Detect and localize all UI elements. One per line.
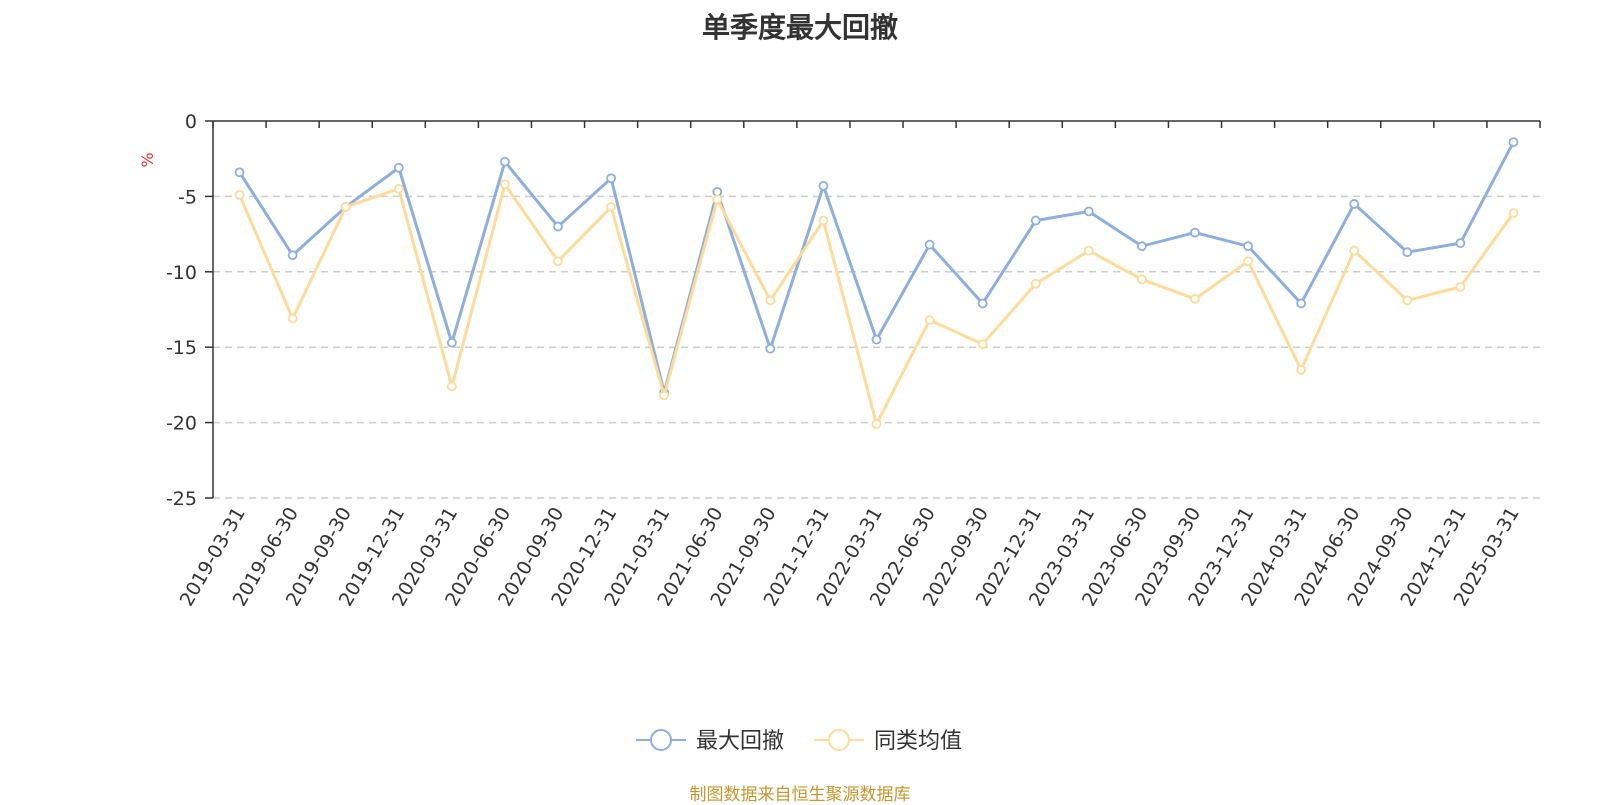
data-point [1508,208,1519,218]
data-point [553,221,563,232]
data-point [1030,278,1041,289]
data-point [924,239,935,250]
data-point [765,295,776,306]
data-point [1296,364,1307,375]
data-point [871,419,882,430]
data-point [977,298,988,309]
data-point [765,343,776,354]
y-tick-label: -25 [166,488,197,510]
chart-title: 单季度最大回撤 [701,11,898,44]
data-point [446,381,457,392]
data-point [446,337,457,348]
data-point [1455,281,1466,292]
data-point [871,334,882,345]
data-point [1190,227,1200,238]
data-point [659,390,670,401]
data-point [1137,274,1147,285]
data-point [1402,247,1413,258]
data-point [1083,206,1094,217]
data-point [500,156,510,167]
data-point [287,250,298,261]
legend-swatch-marker [650,729,672,751]
source-note: 制图数据来自恒生聚源数据库 [689,785,911,805]
legend-swatch-marker [828,729,850,751]
series-1 [234,179,1519,430]
data-point [393,183,404,194]
data-point [287,313,298,324]
data-point [393,162,404,173]
data-point [606,173,616,184]
data-point [1455,238,1466,249]
data-point [1083,245,1094,256]
data-point [1349,199,1360,209]
y-tick-label: -20 [166,413,197,435]
y-tick-label: -15 [166,337,197,359]
data-point [340,202,351,212]
data-point [1190,294,1200,304]
data-point [553,256,563,267]
data-point [1030,215,1041,226]
data-point [1296,298,1307,309]
data-point [924,315,935,325]
legend-item[interactable]: 同类均值 [814,729,962,754]
series-line [238,141,1515,394]
data-point [1349,245,1360,256]
data-point [1243,241,1253,252]
y-tick-label: -5 [178,186,197,208]
legend-label: 同类均值 [874,729,962,754]
data-point [1508,137,1519,148]
data-point [234,167,245,178]
y-tick-label: 0 [185,111,197,133]
data-point [712,194,723,205]
data-point [1402,295,1413,306]
data-point [234,189,245,200]
data-point [977,339,988,350]
data-point [500,179,510,190]
data-point [1243,256,1253,267]
legend-item[interactable]: 最大回撤 [636,729,784,754]
y-axis-unit-label: % [138,152,157,167]
data-point [818,215,829,226]
series-lines [234,137,1519,430]
series-line [238,182,1515,426]
data-point [606,202,616,212]
series-0 [234,137,1519,398]
legend-label: 最大回撤 [696,729,784,754]
data-point [818,180,829,191]
data-point [1137,241,1147,252]
y-tick-label: -10 [166,262,197,284]
legend[interactable]: 最大回撤 同类均值 [636,729,962,754]
